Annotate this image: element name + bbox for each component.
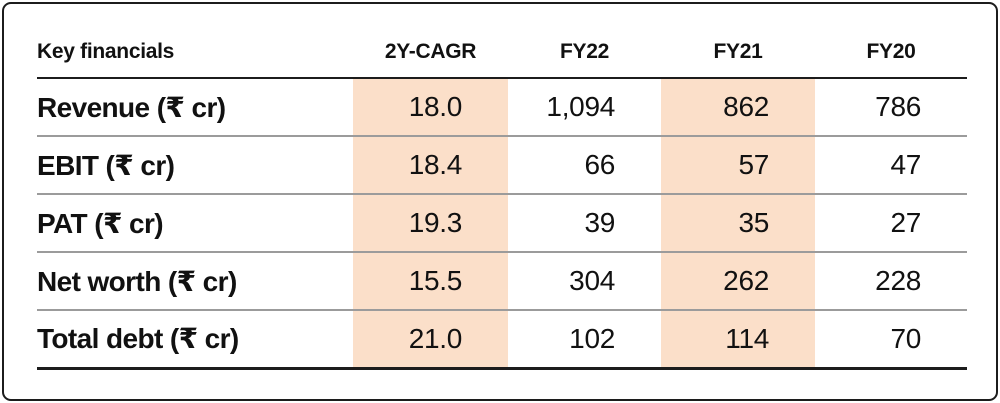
cell-pat-fy22: 39 — [508, 194, 661, 253]
row-label: Total debt (₹ cr) — [37, 310, 353, 370]
cell-revenue-fy20: 786 — [815, 78, 967, 137]
row-label: EBIT (₹ cr) — [37, 136, 353, 195]
cell-total-debt-fy22: 102 — [508, 310, 661, 370]
cell-total-debt-2y-cagr: 21.0 — [353, 310, 508, 370]
key-financials-table: Key financials 2Y-CAGR FY22 FY21 FY20 Re… — [37, 26, 967, 370]
row-label: Revenue (₹ cr) — [37, 78, 353, 137]
cell-ebit-2y-cagr: 18.4 — [353, 136, 508, 195]
cell-total-debt-fy20: 70 — [815, 310, 967, 370]
cell-ebit-fy20: 47 — [815, 136, 967, 195]
cell-net-worth-2y-cagr: 15.5 — [353, 252, 508, 311]
cell-ebit-fy22: 66 — [508, 136, 661, 195]
header-row: Key financials 2Y-CAGR FY22 FY21 FY20 — [37, 26, 967, 79]
cell-pat-fy21: 35 — [661, 194, 815, 253]
cell-net-worth-fy22: 304 — [508, 252, 661, 311]
cell-revenue-fy21: 862 — [661, 78, 815, 137]
row-label: Net worth (₹ cr) — [37, 252, 353, 311]
cell-net-worth-fy20: 228 — [815, 252, 967, 311]
cell-pat-2y-cagr: 19.3 — [353, 194, 508, 253]
col-header-fy21: FY21 — [661, 26, 815, 79]
col-header-2y-cagr: 2Y-CAGR — [353, 26, 508, 79]
cell-ebit-fy21: 57 — [661, 136, 815, 195]
cell-revenue-fy22: 1,094 — [508, 78, 661, 137]
cell-revenue-2y-cagr: 18.0 — [353, 78, 508, 137]
col-header-key-financials: Key financials — [37, 26, 353, 79]
cell-pat-fy20: 27 — [815, 194, 967, 253]
cell-net-worth-fy21: 262 — [661, 252, 815, 311]
col-header-fy22: FY22 — [508, 26, 661, 79]
col-header-fy20: FY20 — [815, 26, 967, 79]
table-row-pat: PAT (₹ cr) 19.3 39 35 27 — [37, 194, 967, 253]
table-row-total-debt: Total debt (₹ cr) 21.0 102 114 70 — [37, 310, 967, 370]
table-row-net-worth: Net worth (₹ cr) 15.5 304 262 228 — [37, 252, 967, 311]
table-row-ebit: EBIT (₹ cr) 18.4 66 57 47 — [37, 136, 967, 195]
table-row-revenue: Revenue (₹ cr) 18.0 1,094 862 786 — [37, 78, 967, 137]
row-label: PAT (₹ cr) — [37, 194, 353, 253]
cell-total-debt-fy21: 114 — [661, 310, 815, 370]
